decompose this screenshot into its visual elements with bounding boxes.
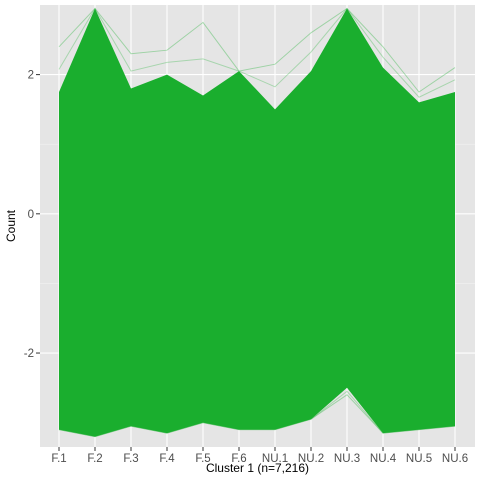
outlier-line-upper-inner [58, 7, 456, 98]
y-axis-title: Count [4, 209, 18, 242]
x-tick-label: NU.4 [370, 453, 397, 465]
y-tick-label: -2 [24, 348, 34, 360]
x-tick-label: F.1 [51, 453, 66, 465]
x-axis-title: Cluster 1 (n=7,216) [206, 461, 309, 475]
x-tick-label: NU.5 [406, 453, 432, 465]
x-tick-label: NU.2 [298, 453, 324, 465]
series-envelope [59, 8, 455, 437]
x-tick-label: NU.6 [442, 453, 468, 465]
outlier-line-upper [58, 7, 456, 93]
x-tick-label: NU.1 [262, 453, 288, 465]
x-tick-label: F.4 [159, 453, 175, 465]
x-axis: F.1 F.2 F.3 F.4 F.5 F.6 NU.1 NU.2 NU.3 NU.4 NU.5 NU… [51, 447, 468, 465]
x-tick-label: NU.3 [334, 453, 360, 465]
y-tick-label: 0 [28, 209, 34, 221]
x-tick-label: F.3 [123, 453, 138, 465]
y-axis: -2 0 2 [24, 70, 40, 360]
x-tick-label: F.6 [231, 453, 246, 465]
x-tick-label: F.2 [87, 453, 102, 465]
y-tick-label: 2 [28, 70, 34, 82]
x-tick-label: F.5 [195, 453, 210, 465]
